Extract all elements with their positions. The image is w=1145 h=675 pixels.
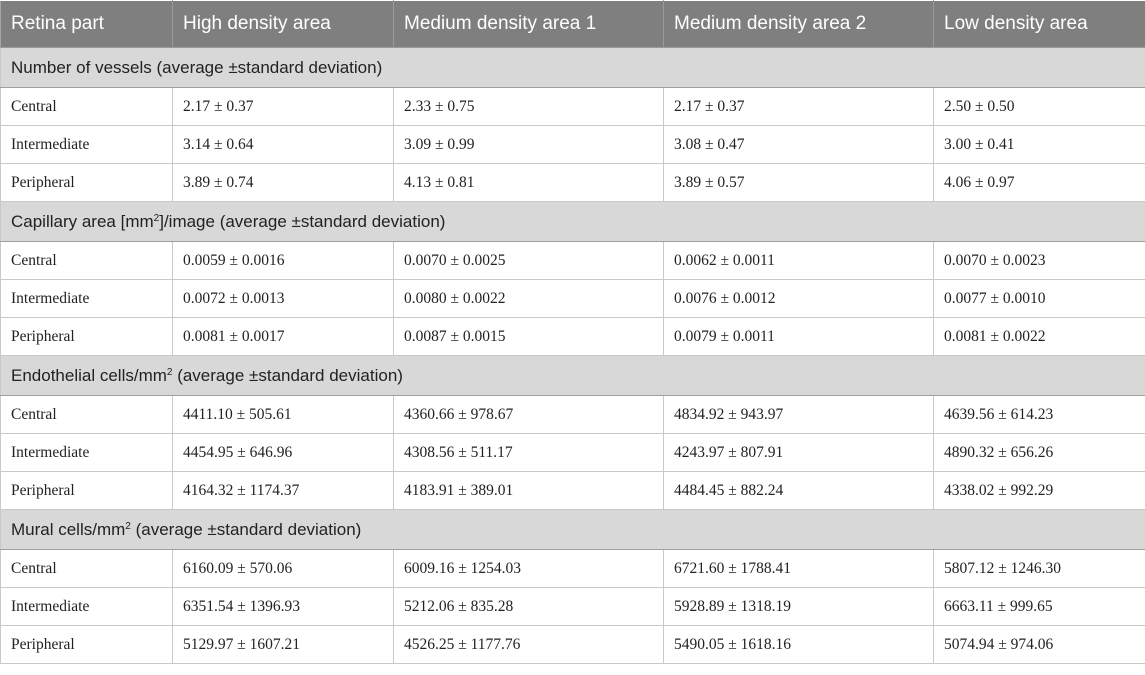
table-cell: 4183.91 ± 389.01 (393, 471, 664, 510)
table-cell: 4.06 ± 0.97 (933, 163, 1145, 202)
section-title-superscript: 2 (125, 520, 131, 532)
section-title-text: Mural cells/mm (11, 519, 126, 539)
section-title-text: Endothelial cells/mm (11, 365, 167, 385)
table-cell: 5212.06 ± 835.28 (393, 587, 664, 626)
table-cell: 4308.56 ± 511.17 (393, 433, 664, 472)
row-label: Central (0, 395, 173, 434)
table-cell: 5928.89 ± 1318.19 (663, 587, 934, 626)
table-cell: 6721.60 ± 1788.41 (663, 549, 934, 588)
table-cell: 4164.32 ± 1174.37 (172, 471, 394, 510)
table-cell: 2.17 ± 0.37 (172, 87, 394, 126)
table-cell: 4484.45 ± 882.24 (663, 471, 934, 510)
table-body: Number of vessels (average ±standard dev… (0, 47, 1145, 664)
section-title-text-suffix: ]/image (average ±standard deviation) (159, 211, 446, 231)
section-title: Number of vessels (average ±standard dev… (0, 47, 1145, 88)
table-cell: 4834.92 ± 943.97 (663, 395, 934, 434)
table-header: Retina part High density area Medium den… (0, 0, 1145, 48)
table-row: Intermediate 4454.95 ± 646.96 4308.56 ± … (0, 433, 1145, 472)
section-title-text: Capillary area [mm (11, 211, 154, 231)
section-title-text-suffix: (average ±standard deviation) (130, 519, 362, 539)
table-row: Peripheral 0.0081 ± 0.0017 0.0087 ± 0.00… (0, 317, 1145, 356)
table-cell: 0.0087 ± 0.0015 (393, 317, 664, 356)
section-title: Capillary area [mm2]/image (average ±sta… (0, 201, 1145, 242)
table-cell: 2.50 ± 0.50 (933, 87, 1145, 126)
table-row: Central 0.0059 ± 0.0016 0.0070 ± 0.0025 … (0, 241, 1145, 280)
header-row: Retina part High density area Medium den… (0, 0, 1145, 48)
row-label: Central (0, 241, 173, 280)
table-cell: 2.33 ± 0.75 (393, 87, 664, 126)
table-cell: 5807.12 ± 1246.30 (933, 549, 1145, 588)
table-cell: 6160.09 ± 570.06 (172, 549, 394, 588)
header-retina-part: Retina part (0, 0, 173, 48)
table-cell: 0.0081 ± 0.0017 (172, 317, 394, 356)
section-header-row: Endothelial cells/mm2 (average ±standard… (0, 355, 1145, 396)
table-cell: 4890.32 ± 656.26 (933, 433, 1145, 472)
table-cell: 4360.66 ± 978.67 (393, 395, 664, 434)
table-cell: 4243.97 ± 807.91 (663, 433, 934, 472)
header-high-density: High density area (172, 0, 394, 48)
table-cell: 4411.10 ± 505.61 (172, 395, 394, 434)
table-cell: 4.13 ± 0.81 (393, 163, 664, 202)
table-cell: 3.00 ± 0.41 (933, 125, 1145, 164)
row-label: Peripheral (0, 317, 173, 356)
table-cell: 0.0076 ± 0.0012 (663, 279, 934, 318)
section-title: Endothelial cells/mm2 (average ±standard… (0, 355, 1145, 396)
section-header-row: Mural cells/mm2 (average ±standard devia… (0, 509, 1145, 550)
section-title: Mural cells/mm2 (average ±standard devia… (0, 509, 1145, 550)
table-cell: 0.0072 ± 0.0013 (172, 279, 394, 318)
table-cell: 0.0070 ± 0.0023 (933, 241, 1145, 280)
table-cell: 4454.95 ± 646.96 (172, 433, 394, 472)
row-label: Peripheral (0, 471, 173, 510)
table-cell: 6663.11 ± 999.65 (933, 587, 1145, 626)
table-cell: 0.0059 ± 0.0016 (172, 241, 394, 280)
table-cell: 3.09 ± 0.99 (393, 125, 664, 164)
table-cell: 0.0070 ± 0.0025 (393, 241, 664, 280)
header-medium-density-2: Medium density area 2 (663, 0, 934, 48)
table-row: Intermediate 6351.54 ± 1396.93 5212.06 ±… (0, 587, 1145, 626)
table-cell: 6351.54 ± 1396.93 (172, 587, 394, 626)
table-row: Peripheral 3.89 ± 0.74 4.13 ± 0.81 3.89 … (0, 163, 1145, 202)
table-cell: 3.08 ± 0.47 (663, 125, 934, 164)
table-cell: 4639.56 ± 614.23 (933, 395, 1145, 434)
table-row: Peripheral 5129.97 ± 1607.21 4526.25 ± 1… (0, 625, 1145, 664)
section-title-superscript: 2 (166, 366, 173, 378)
table-row: Central 4411.10 ± 505.61 4360.66 ± 978.6… (0, 395, 1145, 434)
table-cell: 0.0079 ± 0.0011 (663, 317, 934, 356)
table-cell: 5129.97 ± 1607.21 (172, 625, 394, 664)
section-header-row: Number of vessels (average ±standard dev… (0, 47, 1145, 88)
header-low-density: Low density area (933, 0, 1145, 48)
table-cell: 5490.05 ± 1618.16 (663, 625, 934, 664)
table-cell: 4338.02 ± 992.29 (933, 471, 1145, 510)
section-title-text-suffix: (average ±standard deviation) (172, 365, 403, 385)
table-cell: 0.0077 ± 0.0010 (933, 279, 1145, 318)
table-row: Central 6160.09 ± 570.06 6009.16 ± 1254.… (0, 549, 1145, 588)
table-row: Intermediate 0.0072 ± 0.0013 0.0080 ± 0.… (0, 279, 1145, 318)
header-medium-density-1: Medium density area 1 (393, 0, 664, 48)
section-title-text: Number of vessels (average ±standard dev… (11, 57, 383, 77)
row-label: Peripheral (0, 625, 173, 664)
table-cell: 0.0062 ± 0.0011 (663, 241, 934, 280)
table-row: Intermediate 3.14 ± 0.64 3.09 ± 0.99 3.0… (0, 125, 1145, 164)
table-cell: 3.14 ± 0.64 (172, 125, 394, 164)
table-row: Peripheral 4164.32 ± 1174.37 4183.91 ± 3… (0, 471, 1145, 510)
row-label: Central (0, 87, 173, 126)
table-row: Central 2.17 ± 0.37 2.33 ± 0.75 2.17 ± 0… (0, 87, 1145, 126)
section-title-superscript: 2 (153, 212, 160, 224)
row-label: Peripheral (0, 163, 173, 202)
row-label: Intermediate (0, 433, 173, 472)
row-label: Intermediate (0, 125, 173, 164)
section-header-row: Capillary area [mm2]/image (average ±sta… (0, 201, 1145, 242)
table-cell: 0.0081 ± 0.0022 (933, 317, 1145, 356)
table-cell: 5074.94 ± 974.06 (933, 625, 1145, 664)
table-cell: 2.17 ± 0.37 (663, 87, 934, 126)
table-cell: 6009.16 ± 1254.03 (393, 549, 664, 588)
row-label: Central (0, 549, 173, 588)
table-cell: 0.0080 ± 0.0022 (393, 279, 664, 318)
table-cell: 3.89 ± 0.57 (663, 163, 934, 202)
table-cell: 4526.25 ± 1177.76 (393, 625, 664, 664)
row-label: Intermediate (0, 279, 173, 318)
row-label: Intermediate (0, 587, 173, 626)
table-cell: 3.89 ± 0.74 (172, 163, 394, 202)
